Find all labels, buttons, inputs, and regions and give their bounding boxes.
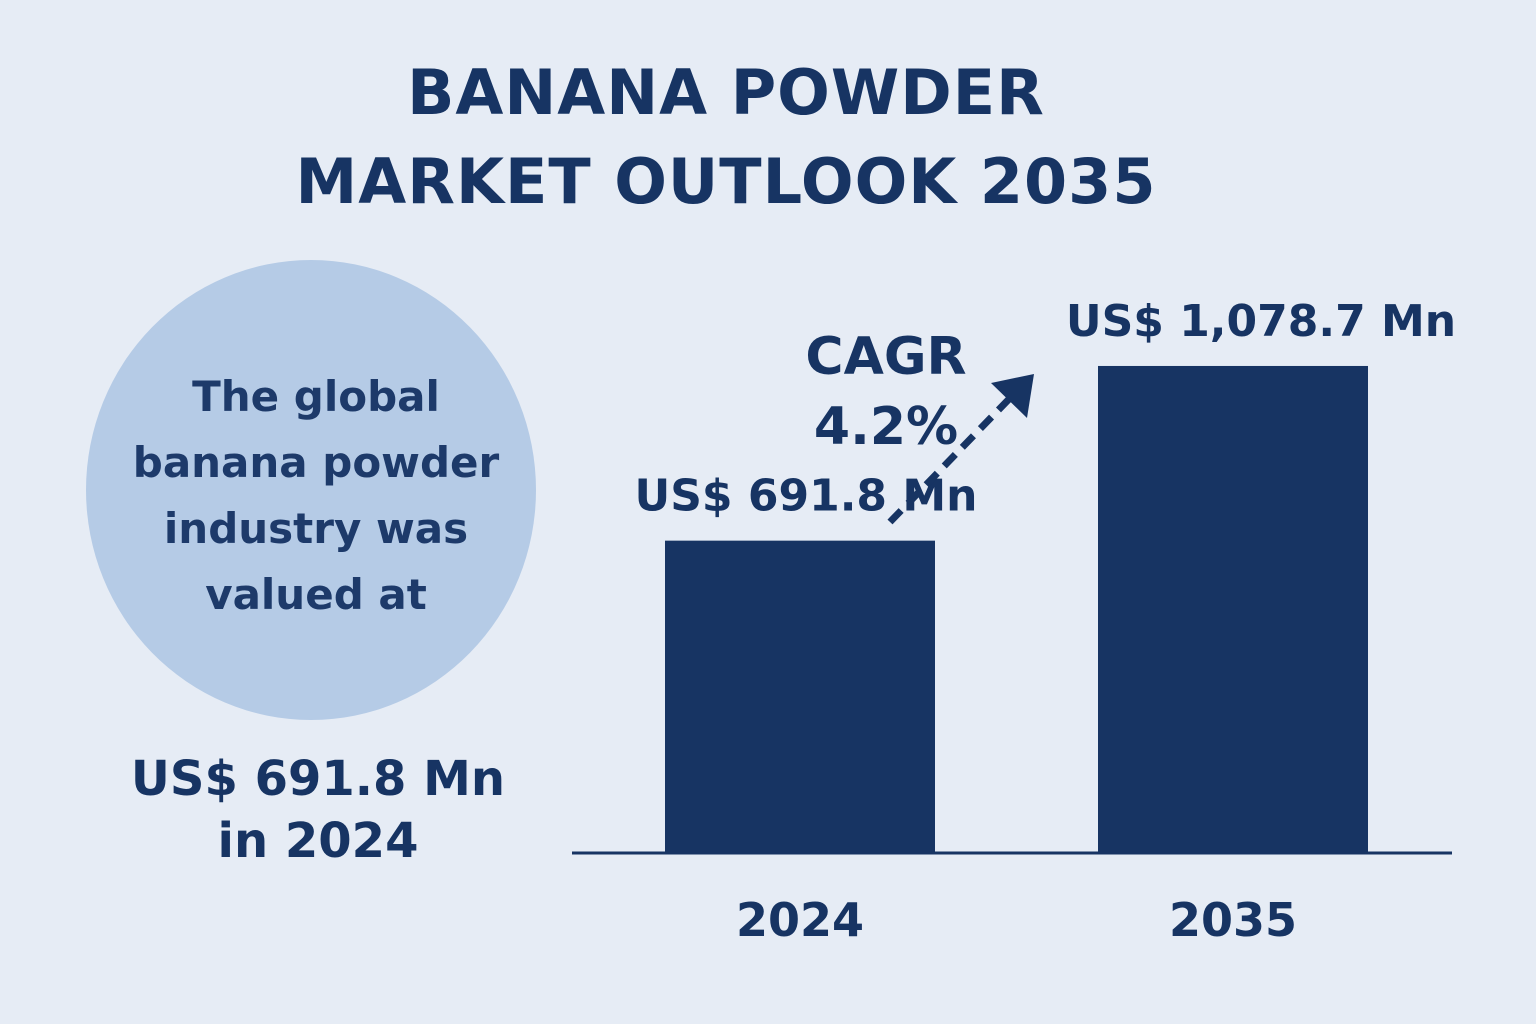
bar-2024 (665, 540, 935, 853)
intro-value-amount: US$ 691.8 Mn (130, 751, 506, 807)
intro-line-4: valued at (205, 570, 427, 619)
data-label-2035: US$ 1,078.7 Mn (1066, 296, 1456, 347)
labels-layer: US$ 691.8 Mn 2024 US$ 1,078.7 Mn 2035 (635, 296, 1457, 947)
cagr-arrow (887, 374, 1034, 525)
intro-text: The global banana powder industry was va… (86, 364, 546, 628)
intro-value-year: in 2024 (217, 813, 419, 869)
cagr-arrow-line (887, 395, 1013, 525)
title-line-2: MARKET OUTLOOK 2035 (295, 145, 1157, 219)
intro-circle (86, 260, 536, 720)
cagr-value: 4.2% (814, 397, 958, 457)
intro-line-1: The global (192, 372, 440, 421)
title-line-1: BANANA POWDER (407, 56, 1045, 129)
cagr-label: CAGR (805, 327, 966, 387)
intro-line-3: industry was (163, 504, 469, 553)
x-tick-label-2035: 2035 (1169, 893, 1297, 947)
cagr-arrow-head (991, 374, 1034, 418)
bars-layer (665, 365, 1368, 853)
intro-value: US$ 691.8 Mn in 2024 (88, 748, 548, 872)
page-title: BANANA POWDER MARKET OUTLOOK 2035 (0, 48, 1452, 227)
intro-line-2: banana powder (132, 438, 500, 487)
bar-2035 (1098, 365, 1368, 853)
x-tick-label-2024: 2024 (736, 893, 864, 947)
data-label-2024: US$ 691.8 Mn (635, 471, 978, 522)
